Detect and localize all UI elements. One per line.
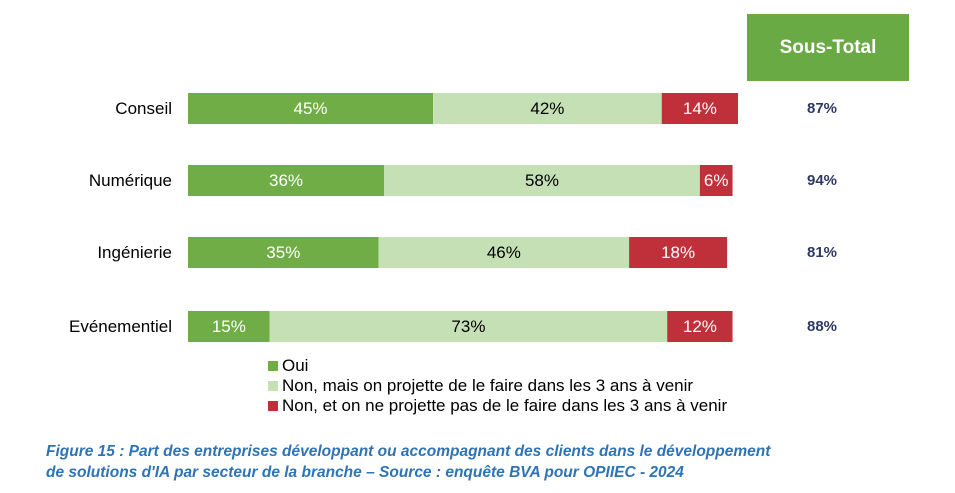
bar-segment-evenementiel-1 <box>269 311 668 342</box>
bar-segment-ingenierie-0 <box>188 237 379 268</box>
data-label-conseil-0: 45% <box>294 99 328 118</box>
data-label-numerique-2: 6% <box>704 171 729 190</box>
bar-segment-conseil-0 <box>188 93 434 124</box>
data-label-numerique-0: 36% <box>269 171 303 190</box>
caption-line-1: Figure 15 : Part des entreprises dévelop… <box>46 443 771 460</box>
category-label-ingenierie: Ingénierie <box>97 243 172 262</box>
legend-label-oui: Oui <box>282 356 309 375</box>
caption-line-2: de solutions d'IA par secteur de la bran… <box>46 464 684 481</box>
legend-item-non: Non, et on ne projette pas de le faire d… <box>268 396 727 416</box>
subtotal-value-conseil: 87% <box>807 100 837 117</box>
subtotal-value-evenementiel: 88% <box>807 318 837 335</box>
bar-segment-conseil-1 <box>433 93 662 124</box>
data-label-evenementiel-0: 15% <box>212 317 246 336</box>
legend-item-non-projet: Non, mais on projette de le faire dans l… <box>268 376 727 396</box>
data-label-evenementiel-2: 12% <box>683 317 717 336</box>
legend-swatch-non <box>268 401 278 411</box>
bar-segment-evenementiel-2 <box>667 311 733 342</box>
category-label-evenementiel: Evénementiel <box>69 317 172 336</box>
bar-segment-numerique-0 <box>188 165 385 196</box>
bar-segment-numerique-1 <box>384 165 700 196</box>
legend-swatch-non-projet <box>268 381 278 391</box>
subtotal-header: Sous-Total <box>747 14 909 81</box>
category-label-numerique: Numérique <box>89 171 172 190</box>
data-label-ingenierie-1: 46% <box>487 243 521 262</box>
data-label-ingenierie-2: 18% <box>661 243 695 262</box>
legend-label-non-projet: Non, mais on projette de le faire dans l… <box>282 376 694 395</box>
legend: Oui Non, mais on projette de le faire da… <box>268 356 727 416</box>
data-label-conseil-1: 42% <box>530 99 564 118</box>
figure-caption: Figure 15 : Part des entreprises dévelop… <box>46 441 926 483</box>
legend-swatch-oui <box>268 361 278 371</box>
bar-segment-numerique-2 <box>699 165 733 196</box>
subtotal-value-ingenierie: 81% <box>807 244 837 261</box>
bar-segment-ingenierie-1 <box>378 237 630 268</box>
bar-segment-ingenierie-2 <box>629 237 728 268</box>
data-label-numerique-1: 58% <box>525 171 559 190</box>
subtotal-value-numerique: 94% <box>807 172 837 189</box>
bar-segment-evenementiel-0 <box>188 311 270 342</box>
data-label-ingenierie-0: 35% <box>266 243 300 262</box>
legend-item-oui: Oui <box>268 356 727 376</box>
data-label-evenementiel-1: 73% <box>451 317 485 336</box>
category-label-conseil: Conseil <box>115 99 172 118</box>
legend-label-non: Non, et on ne projette pas de le faire d… <box>282 396 728 415</box>
data-label-conseil-2: 14% <box>683 99 717 118</box>
bar-segment-conseil-2 <box>661 93 738 124</box>
